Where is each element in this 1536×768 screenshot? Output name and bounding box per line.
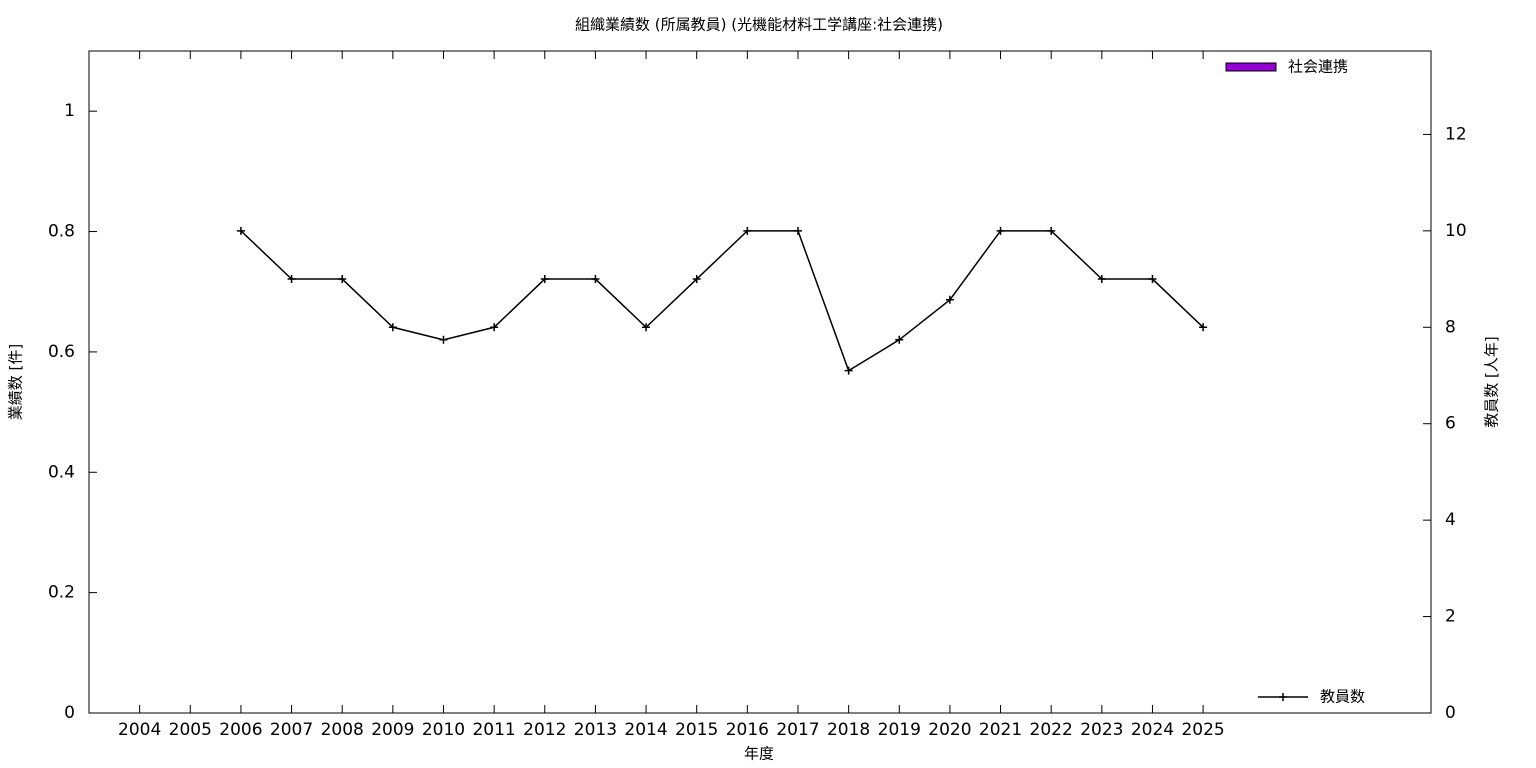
point-marker [844, 366, 853, 375]
point-marker [490, 323, 499, 332]
point-marker [996, 226, 1005, 235]
x-tick-label: 2011 [472, 720, 515, 740]
x-tick-label: 2021 [979, 720, 1022, 740]
chart-title: 組織業績数 (所属教員) (光機能材料工学講座:社会連携) [575, 16, 943, 34]
point-marker [439, 335, 448, 344]
point-marker [540, 275, 549, 284]
point-marker [1199, 323, 1208, 332]
legend-marker [1279, 693, 1287, 701]
y-tick-label: 0.6 [48, 342, 75, 362]
point-marker [692, 275, 701, 284]
x-tick-label: 2008 [321, 720, 364, 740]
point-marker [945, 295, 954, 304]
x-axis-label: 年度 [744, 745, 774, 763]
y2-tick-label: 12 [1445, 124, 1467, 144]
y2-tick-label: 0 [1445, 703, 1456, 723]
y2-tick-label: 2 [1445, 607, 1456, 627]
point-marker [338, 275, 347, 284]
y-tick-label: 0.8 [48, 222, 75, 242]
point-marker [642, 323, 651, 332]
y2-tick-label: 10 [1445, 221, 1467, 241]
y-tick-label: 0.4 [48, 462, 75, 482]
series-line [240, 230, 1204, 372]
plot-frame [88, 50, 1432, 714]
y-tick-label: 0 [64, 703, 75, 723]
point-marker [1047, 226, 1056, 235]
x-tick-label: 2025 [1181, 720, 1224, 740]
x-tick-label: 2023 [1080, 720, 1123, 740]
point-marker [236, 226, 245, 235]
y2-tick-label: 8 [1445, 317, 1456, 337]
legend-swatch [1225, 62, 1277, 72]
y-tick-label: 0.2 [48, 583, 75, 603]
y-tick-label: 1 [64, 101, 75, 121]
x-tick-label: 2012 [523, 720, 566, 740]
legend-label: 社会連携 [1288, 58, 1348, 76]
x-tick-label: 2006 [219, 720, 262, 740]
y2-tick-label: 4 [1445, 510, 1456, 530]
x-tick-label: 2019 [878, 720, 921, 740]
x-tick-label: 2004 [118, 720, 161, 740]
legend-label: 教員数 [1320, 688, 1365, 706]
point-marker [793, 226, 802, 235]
y-axis-label: 業績数 [件] [7, 344, 25, 420]
x-tick-label: 2007 [270, 720, 313, 740]
x-tick-label: 2018 [827, 720, 870, 740]
x-tick-label: 2009 [371, 720, 414, 740]
y2-axis-label: 教員数 [人年] [1483, 336, 1501, 427]
x-tick-label: 2005 [169, 720, 212, 740]
x-tick-label: 2016 [726, 720, 769, 740]
point-marker [1097, 275, 1106, 284]
point-marker [287, 275, 296, 284]
x-tick-label: 2015 [675, 720, 718, 740]
x-tick-label: 2024 [1131, 720, 1174, 740]
point-marker [388, 323, 397, 332]
x-tick-label: 2020 [928, 720, 971, 740]
x-tick-label: 2010 [422, 720, 465, 740]
point-marker [743, 226, 752, 235]
point-marker [1148, 275, 1157, 284]
x-tick-label: 2017 [776, 720, 819, 740]
x-tick-label: 2022 [1030, 720, 1073, 740]
y2-tick-label: 6 [1445, 414, 1456, 434]
point-marker [895, 335, 904, 344]
x-tick-label: 2014 [624, 720, 667, 740]
x-tick-label: 2013 [574, 720, 617, 740]
point-marker [591, 275, 600, 284]
